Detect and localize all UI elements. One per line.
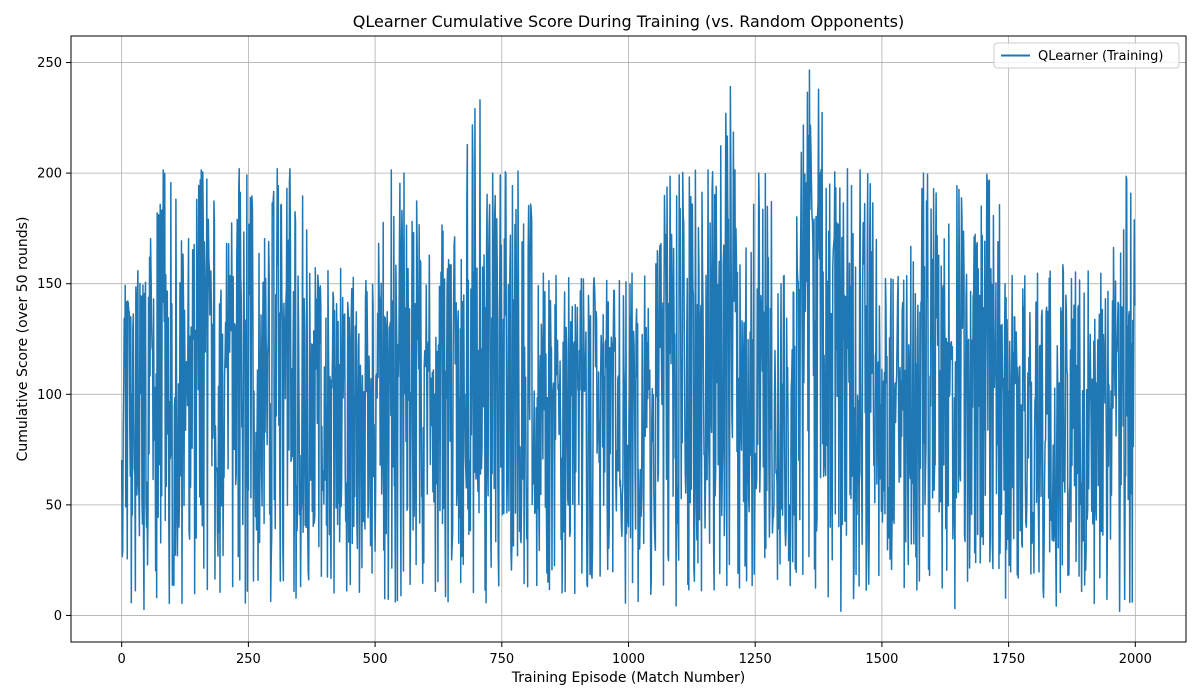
series-layer bbox=[120, 69, 1136, 612]
x-tick-label: 500 bbox=[363, 652, 388, 667]
x-axis-title: Training Episode (Match Number) bbox=[511, 670, 745, 686]
legend: QLearner (Training) bbox=[993, 42, 1180, 69]
x-tick-label: 1750 bbox=[992, 652, 1025, 667]
y-tick-label: 0 bbox=[54, 609, 62, 624]
x-tick-label: 0 bbox=[118, 652, 126, 667]
series-line-qlearner-training bbox=[120, 69, 1136, 612]
tick-layer: 0 250 500 750 1000 1250 1500 1750 2000 0 50 100 150 2… bbox=[37, 56, 1152, 667]
y-tick-label: 150 bbox=[37, 277, 62, 292]
y-tick-label: 200 bbox=[37, 167, 62, 182]
legend-box bbox=[993, 42, 1180, 69]
x-tick-label: 750 bbox=[489, 652, 514, 667]
y-tick-label: 50 bbox=[45, 498, 62, 513]
y-axis-title: Cumulative Score (over 50 rounds) bbox=[15, 217, 31, 462]
legend-label: QLearner (Training) bbox=[1038, 49, 1163, 64]
y-tick-label: 100 bbox=[37, 388, 62, 403]
x-tick-label: 1000 bbox=[612, 652, 645, 667]
x-tick-label: 1500 bbox=[865, 652, 898, 667]
chart-title: QLearner Cumulative Score During Trainin… bbox=[353, 12, 904, 31]
x-tick-label: 1250 bbox=[739, 652, 772, 667]
x-tick-label: 250 bbox=[236, 652, 261, 667]
y-tick-label: 250 bbox=[37, 56, 62, 71]
x-tick-label: 2000 bbox=[1119, 652, 1152, 667]
